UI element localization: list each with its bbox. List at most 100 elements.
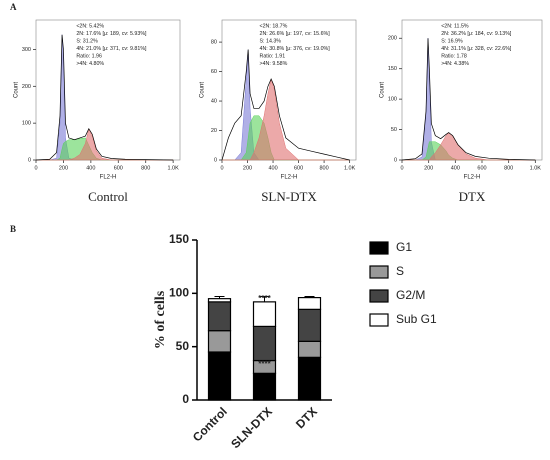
y-tick-label: 50 [176, 339, 190, 353]
annotation: 4N: 21.0% [μ: 371, cv: 9.81%] [76, 46, 147, 52]
y-tick-label: 50 [391, 127, 397, 133]
bar-segment [297, 308, 322, 342]
annotation: 4N: 30.8% [μ: 376, cv: 19.0%] [260, 46, 331, 52]
y-tick-label: 20 [211, 128, 217, 134]
x-axis-label: FL2-H [281, 175, 298, 181]
y-tick-label: 200 [22, 84, 31, 90]
plot-frame [401, 19, 543, 161]
y-tick-label: 100 [22, 121, 31, 127]
fit-area [402, 132, 536, 161]
y-tick-label: 0 [394, 157, 397, 163]
legend-label: S [396, 264, 404, 278]
x-tick-label: 0 [400, 165, 403, 171]
x-axis-label: FL2-H [100, 175, 117, 181]
annotation: >4N: 4.38% [441, 61, 469, 67]
fit-area [222, 77, 350, 161]
annotation: S: 31.2% [76, 38, 98, 44]
error-bar [214, 296, 225, 299]
bar-segment [252, 325, 277, 362]
x-tick-label: 800 [320, 165, 329, 171]
x-tick-label: 1.0K [167, 165, 179, 171]
x-tick-label: SLN-DTX [228, 404, 275, 451]
annotation: **** [258, 294, 271, 303]
bar-segment [297, 297, 322, 310]
annotation: <2N: 18.7% [260, 23, 288, 29]
y-tick-label: 150 [388, 66, 397, 72]
panel-label: B [10, 224, 16, 234]
x-tick-label: 400 [451, 165, 460, 171]
annotation: Ratio: 1.96 [76, 53, 102, 59]
y-axis-label: Count [14, 82, 20, 98]
histogram-line [401, 38, 536, 161]
x-tick-label: DTX [293, 404, 320, 431]
x-tick-label: 600 [294, 165, 303, 171]
y-tick-label: 0 [214, 157, 217, 163]
fit-area [36, 34, 174, 161]
legend-swatch [369, 289, 389, 303]
y-axis-label: Count [380, 82, 386, 98]
histogram-line [35, 34, 174, 161]
legend-swatch [369, 265, 389, 279]
annotation: <2N: 5.42% [76, 23, 104, 29]
annotation: >4N: 9.58% [260, 61, 288, 67]
x-tick-label: 400 [268, 165, 277, 171]
x-tick-label: 200 [243, 165, 252, 171]
x-tick-label: 1.0K [344, 165, 356, 171]
panel-label: A [10, 2, 17, 12]
bar-segment [207, 351, 232, 401]
legend-swatch [369, 313, 389, 327]
y-tick-label: 200 [388, 36, 397, 42]
y-tick-label: 100 [388, 97, 397, 103]
annotation: 2N: 36.2% [μ: 184, cv: 9.13%] [441, 31, 512, 37]
y-axis-label: % of cells [153, 290, 168, 349]
y-tick-label: 100 [169, 286, 189, 300]
y-tick-label: 0 [28, 157, 31, 163]
bar-segment [207, 330, 232, 353]
x-tick-label: 0 [34, 165, 37, 171]
x-tick-label: 200 [59, 165, 68, 171]
annotation: 2N: 26.6% [μ: 197, cv: 15.6%] [260, 31, 331, 37]
bar-segment [252, 372, 277, 401]
fit-area [402, 38, 536, 161]
legend-label: G2/M [396, 288, 425, 302]
histogram-line [221, 49, 350, 161]
x-tick-label: Control [190, 404, 230, 444]
x-tick-label: 600 [114, 165, 123, 171]
error-bar [304, 296, 315, 298]
x-tick-label: 400 [86, 165, 95, 171]
x-tick-label: 0 [220, 165, 223, 171]
chart-title: SLN-DTX [261, 189, 317, 204]
y-tick-label: 0 [182, 392, 189, 406]
bar-segment [297, 340, 322, 358]
chart-title: DTX [459, 189, 486, 204]
error-bar [259, 296, 270, 302]
annotation: Ratio: 1.91 [260, 53, 286, 59]
x-tick-label: 800 [141, 165, 150, 171]
fit-area [36, 127, 174, 161]
y-axis-label: Count [200, 82, 206, 98]
annotation: S: 14.3% [260, 38, 282, 44]
legend-swatch [369, 241, 389, 255]
x-tick-label: 1.0K [530, 165, 542, 171]
y-tick-label: 300 [22, 47, 31, 53]
legend-label: Sub G1 [396, 312, 437, 326]
bar-segment [297, 356, 322, 401]
bar-segment [252, 301, 277, 328]
x-tick-label: 600 [477, 165, 486, 171]
chart-title: Control [88, 189, 128, 204]
annotation: 4N: 31.1% [μ: 328, cv: 22.6%] [441, 46, 512, 52]
x-axis-label: FL2-H [464, 175, 481, 181]
x-tick-label: 200 [424, 165, 433, 171]
annotation: 2N: 17.6% [μ: 189, cv: 5.93%] [76, 31, 147, 37]
y-tick-label: 80 [211, 40, 217, 46]
annotation: **** [258, 360, 271, 369]
annotation: Ratio: 1.78 [441, 53, 467, 59]
y-tick-label: 60 [211, 69, 217, 75]
bar-segment [207, 298, 232, 303]
bar-segment [207, 301, 232, 332]
y-tick-label: 150 [169, 232, 189, 246]
legend-label: G1 [396, 240, 412, 254]
annotation: <2N: 11.5% [441, 23, 469, 29]
annotation: >4N: 4.80% [76, 61, 104, 67]
